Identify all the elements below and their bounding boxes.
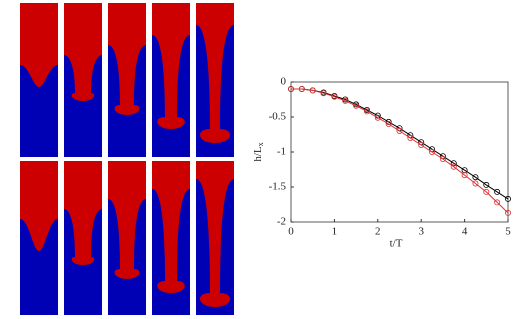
y-tick-label: 0	[281, 76, 287, 88]
series-marker	[363, 108, 370, 115]
y-tick-label: -0.5	[269, 111, 287, 123]
series-marker	[396, 127, 403, 134]
y-label-main: h/L	[252, 146, 264, 162]
y-axis-label: h/Lx	[252, 142, 265, 161]
series-marker	[353, 102, 360, 109]
simulation-panels	[20, 3, 234, 315]
y-tick-label: -1.5	[269, 181, 287, 193]
panel-fluid-light	[20, 161, 58, 251]
y-tick-label: -2	[277, 216, 286, 228]
x-tick-label: 5	[505, 226, 511, 238]
series-marker	[298, 86, 305, 93]
series-line	[291, 88, 509, 200]
series-marker	[418, 141, 425, 148]
panel-fluid-light	[108, 161, 146, 279]
series-marker	[320, 90, 327, 97]
series-marker	[309, 87, 316, 94]
y-label-sub: x	[256, 142, 265, 146]
series-marker	[429, 148, 436, 155]
x-tick-label: 1	[332, 226, 338, 238]
series-marker	[483, 181, 490, 188]
series-marker	[450, 160, 457, 167]
x-tick-label: 0	[288, 226, 294, 238]
series-marker	[494, 188, 501, 195]
plot-frame	[290, 81, 509, 223]
x-tick-label: 3	[418, 226, 424, 238]
panel-fluid-light	[196, 3, 234, 143]
series-line	[291, 88, 509, 214]
series-marker	[504, 209, 511, 216]
panel-fluid-light	[196, 161, 234, 307]
panel-fluid-light	[20, 3, 58, 87]
series-marker	[439, 155, 446, 162]
y-tick-label: -1	[277, 146, 286, 158]
series-marker	[331, 93, 338, 100]
series-marker	[450, 163, 457, 170]
x-tick-label: 4	[462, 226, 468, 238]
panel-fluid-light	[108, 3, 146, 115]
series-marker	[461, 172, 468, 179]
x-axis-label: t/T	[390, 238, 403, 250]
x-tick-label: 2	[375, 226, 381, 238]
series-marker	[504, 195, 511, 202]
series-marker	[494, 199, 501, 206]
series-marker	[483, 188, 490, 195]
series-marker	[287, 86, 294, 93]
series-marker	[385, 121, 392, 128]
panel-fluid-light	[64, 3, 102, 101]
panel-fluid-light	[152, 161, 190, 293]
series-marker	[472, 180, 479, 187]
series-marker	[374, 114, 381, 121]
series-marker	[342, 97, 349, 104]
panel-fluid-light	[64, 161, 102, 265]
series-marker	[472, 174, 479, 181]
series-marker	[407, 134, 414, 141]
panel-fluid-light	[152, 3, 190, 129]
